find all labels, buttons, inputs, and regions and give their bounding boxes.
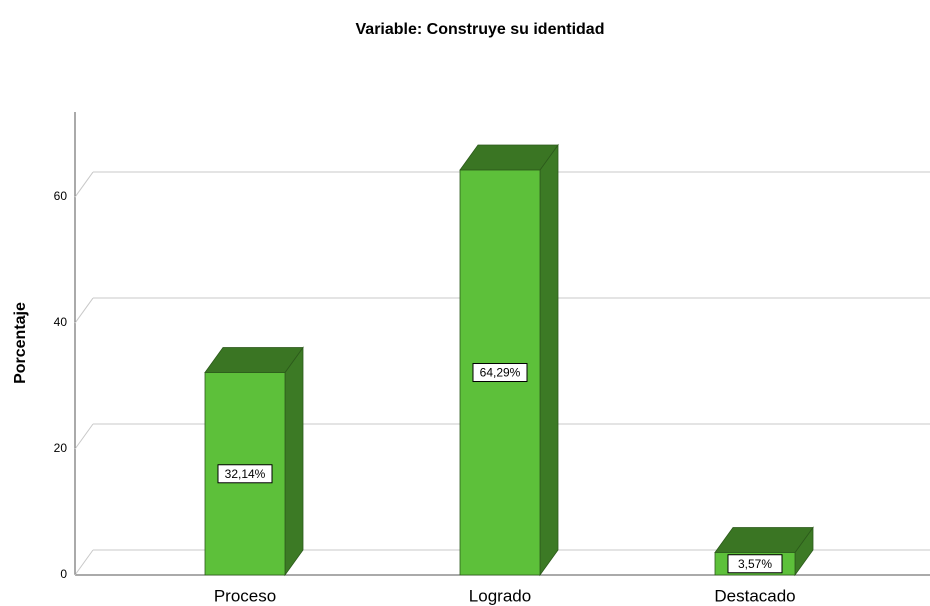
y-tick-label: 40 (54, 315, 68, 329)
x-tick-label: Destacado (714, 586, 795, 605)
bar-side (284, 346, 304, 577)
y-axis-title: Porcentaje (12, 302, 29, 384)
value-label: 64,29% (480, 366, 521, 380)
value-label: 32,14% (225, 467, 266, 481)
chart-title: Variable: Construye su identidad (356, 21, 605, 38)
y-tick-label: 60 (54, 189, 68, 203)
grid-line (74, 171, 94, 198)
value-label: 3,57% (738, 557, 772, 571)
grid-line (74, 297, 94, 324)
value-label-box (472, 363, 528, 383)
grid-line (74, 423, 94, 450)
bar-side (539, 143, 559, 577)
x-tick-label: Logrado (469, 586, 531, 605)
x-tick-label: Proceso (214, 586, 276, 605)
y-tick-label: 20 (54, 441, 68, 455)
y-tick-label: 0 (60, 567, 67, 581)
grid-line (74, 549, 94, 576)
value-label-box (217, 464, 273, 484)
value-label-box (727, 554, 783, 574)
